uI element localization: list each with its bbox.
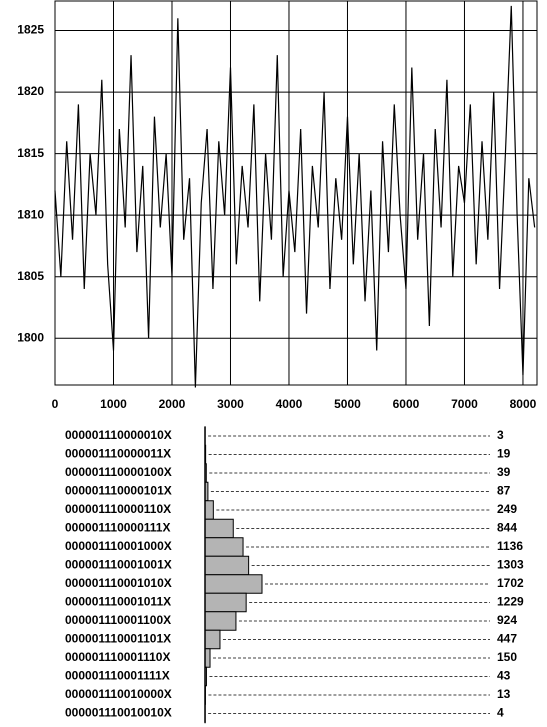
category-label: 000001110000110X <box>65 502 171 516</box>
x-tick-label: 5000 <box>334 397 361 411</box>
category-label: 000001110000101X <box>65 484 172 498</box>
x-tick-label: 1000 <box>100 397 127 411</box>
bar <box>204 555 250 576</box>
category-label: 000001110010010X <box>65 706 172 720</box>
bar <box>204 648 211 668</box>
value-label: 1702 <box>497 576 524 590</box>
x-tick-label: 3000 <box>217 397 244 411</box>
value-label: 150 <box>497 650 517 664</box>
value-label: 4 <box>497 706 504 720</box>
category-label: 000001110001110X <box>65 650 170 664</box>
y-tick-label: 1805 <box>17 269 44 283</box>
y-tick-label: 1825 <box>17 23 44 37</box>
bar <box>204 611 237 631</box>
value-label: 87 <box>497 484 511 498</box>
y-tick-label: 1810 <box>17 207 44 221</box>
value-label: 13 <box>497 687 511 701</box>
category-label: 000001110000111X <box>65 521 170 535</box>
value-label: 1136 <box>497 539 523 553</box>
category-label: 000001110001111X <box>65 669 170 683</box>
bar <box>204 574 263 594</box>
category-label: 000001110001011X <box>65 595 171 609</box>
value-label: 43 <box>497 669 511 683</box>
category-label: 000001110000100X <box>65 465 172 479</box>
value-label: 19 <box>497 447 511 461</box>
x-tick-label: 8000 <box>510 397 537 411</box>
category-label: 000001110001001X <box>65 558 172 572</box>
value-label: 249 <box>497 502 517 516</box>
category-label: 000001110001101X <box>65 632 171 646</box>
x-tick-label: 2000 <box>159 397 186 411</box>
value-label: 1229 <box>497 595 524 609</box>
category-label: 000001110001000X <box>65 539 172 553</box>
value-label: 39 <box>497 465 511 479</box>
y-tick-label: 1800 <box>17 330 44 344</box>
bar <box>204 518 234 539</box>
x-tick-label: 4000 <box>276 397 303 411</box>
bar <box>204 629 221 650</box>
y-tick-label: 1815 <box>17 146 44 160</box>
bar <box>204 500 214 520</box>
category-label: 000001110000010X <box>65 428 172 442</box>
x-tick-label: 6000 <box>393 397 420 411</box>
bar <box>204 537 244 557</box>
bar <box>204 592 247 613</box>
category-label: 000001110001010X <box>65 576 172 590</box>
data-line <box>54 5 536 388</box>
value-label: 3 <box>497 428 504 442</box>
value-label: 924 <box>497 613 517 627</box>
x-tick-label: 7000 <box>451 397 478 411</box>
x-tick-label: 0 <box>52 397 59 411</box>
value-label: 447 <box>497 632 517 646</box>
y-tick-label: 1820 <box>17 84 44 98</box>
category-label: 000001110000011X <box>65 447 171 461</box>
category-label: 000001110010000X <box>65 687 172 701</box>
value-label: 844 <box>497 521 517 535</box>
category-label: 000001110001100X <box>65 613 171 627</box>
value-label: 1303 <box>497 558 524 572</box>
